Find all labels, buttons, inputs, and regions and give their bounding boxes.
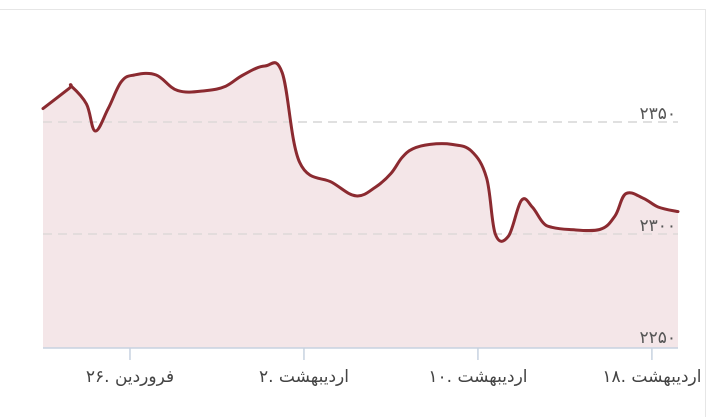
x-tick-label-2: ۱۰. اردیبهشت bbox=[428, 367, 527, 387]
card-top-border bbox=[0, 9, 706, 10]
series-area bbox=[43, 62, 678, 348]
x-tick-label-0: ۲۶. فروردین bbox=[86, 367, 174, 387]
x-tick-label-1: ۲. اردیبهشت bbox=[259, 367, 349, 387]
y-tick-label-2: ۲۲۵۰ bbox=[639, 328, 676, 348]
y-tick-label-0: ۲۳۵۰ bbox=[639, 104, 676, 124]
y-tick-label-1: ۲۳۰۰ bbox=[639, 216, 676, 236]
card-right-border bbox=[705, 9, 706, 417]
series-line bbox=[41, 61, 680, 243]
x-tick-label-3: ۱۸. اردیبهشت bbox=[602, 367, 701, 387]
